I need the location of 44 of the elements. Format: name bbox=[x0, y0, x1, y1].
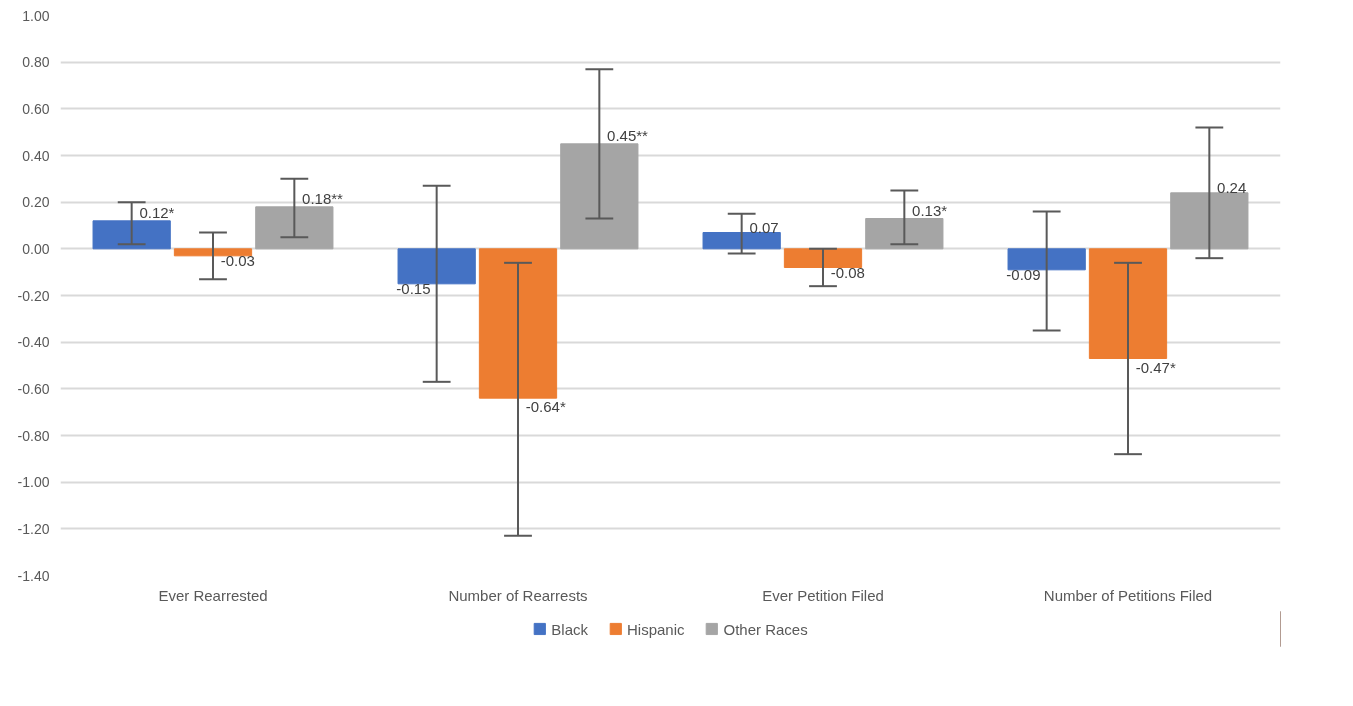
bar bbox=[255, 206, 334, 250]
x-tick-label: Number of Rearrests bbox=[448, 586, 588, 604]
data-label: -0.47* bbox=[1135, 358, 1176, 376]
y-tick-label: -1.20 bbox=[17, 520, 50, 537]
data-label: 0.12* bbox=[139, 203, 175, 221]
bar bbox=[702, 232, 781, 250]
y-tick-label: 0.60 bbox=[22, 100, 50, 117]
y-tick-label: -0.40 bbox=[17, 334, 50, 351]
legend-label: Hispanic bbox=[626, 620, 685, 637]
y-tick-label: -0.80 bbox=[17, 427, 50, 444]
data-label: -0.64* bbox=[525, 398, 566, 416]
data-label: 0.13* bbox=[912, 201, 948, 219]
y-tick-label: 0.20 bbox=[22, 194, 50, 211]
data-label: -0.15 bbox=[396, 279, 431, 297]
y-tick-label: 0.40 bbox=[22, 147, 50, 164]
data-label: -0.08 bbox=[830, 263, 865, 281]
bar bbox=[92, 220, 171, 250]
y-tick-label: -0.60 bbox=[17, 380, 50, 397]
data-label: -0.09 bbox=[1006, 265, 1041, 283]
bar bbox=[1170, 192, 1249, 250]
data-label: 0.07 bbox=[749, 218, 779, 236]
x-tick-label: Number of Petitions Filed bbox=[1043, 586, 1213, 604]
bar bbox=[1007, 248, 1086, 271]
bar bbox=[560, 143, 639, 250]
data-label: 0.45** bbox=[607, 126, 649, 144]
y-tick-label: -1.00 bbox=[17, 474, 50, 491]
legend-label: Black bbox=[551, 620, 588, 637]
legend-label: Other Races bbox=[723, 620, 808, 637]
y-tick-label: -1.40 bbox=[17, 567, 50, 584]
bar bbox=[397, 248, 476, 285]
data-label: -0.03 bbox=[220, 251, 255, 269]
bar bbox=[173, 248, 253, 257]
data-label: 0.18** bbox=[302, 189, 344, 207]
x-tick-label: Ever Rearrested bbox=[158, 586, 268, 604]
y-tick-label: -0.20 bbox=[17, 287, 50, 304]
data-label: 0.24 bbox=[1217, 178, 1247, 196]
bar bbox=[783, 248, 863, 268]
bar bbox=[1088, 248, 1168, 359]
x-tick-label: Ever Petition Filed bbox=[762, 586, 884, 604]
bar bbox=[865, 218, 944, 250]
y-tick-label: 1.00 bbox=[22, 7, 50, 24]
y-tick-label: 0.80 bbox=[22, 54, 50, 71]
y-tick-label: 0.00 bbox=[22, 240, 50, 257]
bar bbox=[478, 248, 558, 399]
